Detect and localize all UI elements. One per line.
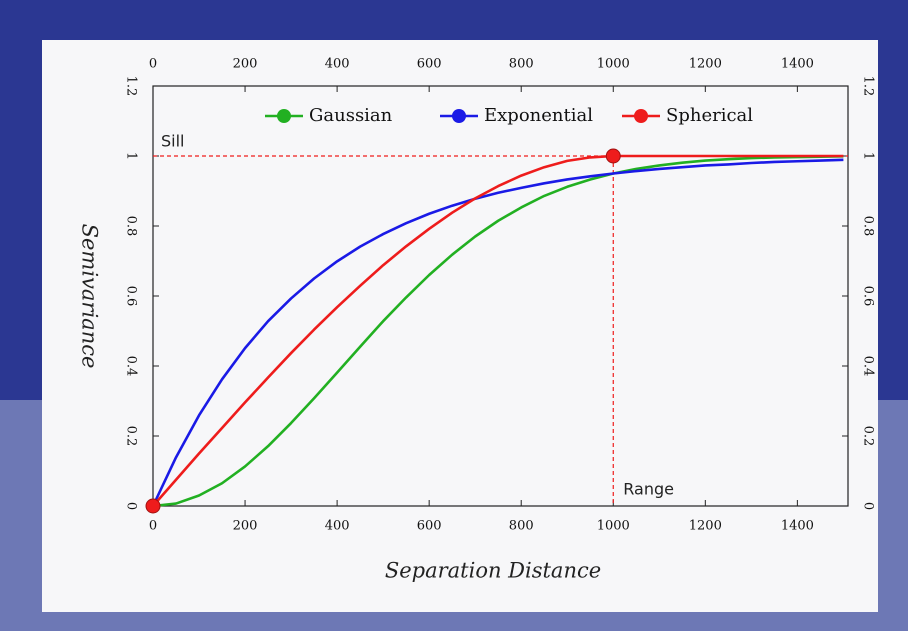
y-tick-label-right: 1	[861, 152, 876, 160]
legend-label: Gaussian	[309, 105, 393, 126]
x-axis-title: Separation Distance	[385, 559, 601, 583]
page: {"chart_data": {"type": "line", "x_label…	[0, 0, 908, 631]
y-tick-label: 1.2	[124, 76, 139, 97]
legend-label: Spherical	[666, 105, 753, 126]
x-tick-label-top: 1200	[689, 57, 722, 72]
x-tick-label: 600	[417, 519, 442, 534]
x-tick-label-top: 200	[233, 57, 258, 72]
x-tick-label-top: 400	[325, 57, 350, 72]
x-tick-label-top: 600	[417, 57, 442, 72]
x-tick-label: 0	[149, 519, 157, 534]
chart: Separation Distance Semivariance 0 0 200 20…	[0, 0, 908, 631]
y-tick-label-right: 0.4	[861, 356, 876, 377]
x-tick-label: 1400	[781, 519, 814, 534]
y-tick-label: 0.8	[124, 216, 139, 237]
y-axis-title: Semivariance	[78, 224, 102, 369]
y-tick-label-right: 0	[861, 502, 876, 510]
y-tick-label-right: 1.2	[861, 76, 876, 97]
y-tick-label: 0.2	[124, 426, 139, 447]
x-tick-label-top: 800	[509, 57, 534, 72]
y-tick-label: 0	[124, 502, 139, 510]
legend-marker	[277, 109, 291, 123]
legend-marker	[634, 109, 648, 123]
y-tick-label: 0.6	[124, 286, 139, 307]
legend-marker	[452, 109, 466, 123]
range-label: Range	[623, 480, 674, 499]
x-tick-label: 1200	[689, 519, 722, 534]
sill-label: Sill	[161, 132, 185, 151]
x-tick-label-top: 1400	[781, 57, 814, 72]
y-tick-label: 1	[124, 152, 139, 160]
highlight-point	[146, 499, 160, 513]
x-tick-label: 1000	[597, 519, 630, 534]
highlight-point	[606, 149, 620, 163]
x-tick-label-top: 0	[149, 57, 157, 72]
y-tick-label-right: 0.8	[861, 216, 876, 237]
x-tick-label: 200	[233, 519, 258, 534]
y-tick-label-right: 0.6	[861, 286, 876, 307]
x-tick-label: 400	[325, 519, 350, 534]
legend-label: Exponential	[484, 105, 593, 126]
y-tick-label-right: 0.2	[861, 426, 876, 447]
x-tick-label-top: 1000	[597, 57, 630, 72]
y-tick-label: 0.4	[124, 356, 139, 377]
x-tick-label: 800	[509, 519, 534, 534]
